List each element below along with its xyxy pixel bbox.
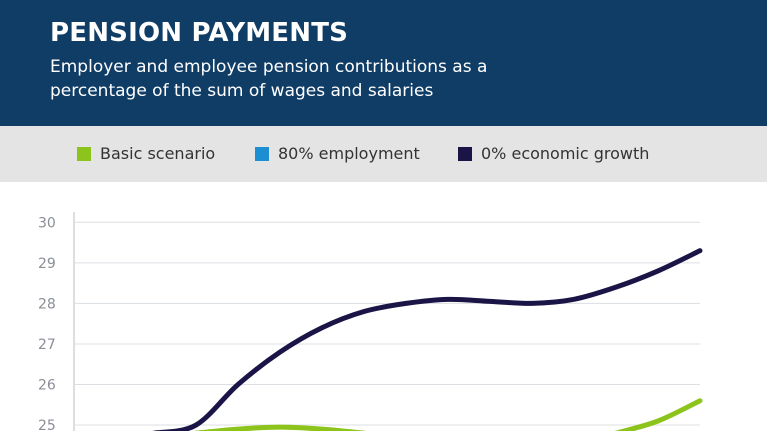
chart-legend: Basic scenario 80% employment 0% economi… [0,126,767,182]
series-layer [151,248,703,435]
chart-header: PENSION PAYMENTS Employer and employee p… [0,0,767,126]
y-tick-label: 25 [38,418,56,431]
y-tick-label: 29 [38,256,56,272]
legend-item-0-economic-growth: 0% economic growth [458,144,649,163]
legend-item-basic-scenario: Basic scenario [77,144,215,163]
y-tick-label: 28 [38,296,56,312]
chart-title: PENSION PAYMENTS [50,18,349,48]
plot-area: 25 26 27 28 29 30 [0,182,767,435]
legend-item-80-employment: 80% employment [255,144,420,163]
series-line-basic-scenario [193,424,367,435]
series-line-basic-scenario [613,398,703,435]
legend-label-0-economic-growth: 0% economic growth [481,144,650,163]
y-tick-label: 26 [38,378,56,394]
line-chart: 25 26 27 28 29 30 [38,212,703,435]
y-tick-label: 30 [38,215,56,231]
y-tick-label: 27 [38,337,56,353]
chart-subtitle: Employer and employee pension contributi… [50,57,488,101]
legend-swatch-0-economic-growth [458,146,472,161]
legend-swatch-basic-scenario [77,146,91,161]
series-line-0-economic-growth [151,248,703,435]
legend-label-basic-scenario: Basic scenario [100,144,216,163]
grid-layer: 25 26 27 28 29 30 [38,212,700,434]
legend-swatch-80-employment [255,146,269,161]
legend-label-80-employment: 80% employment [278,144,420,163]
